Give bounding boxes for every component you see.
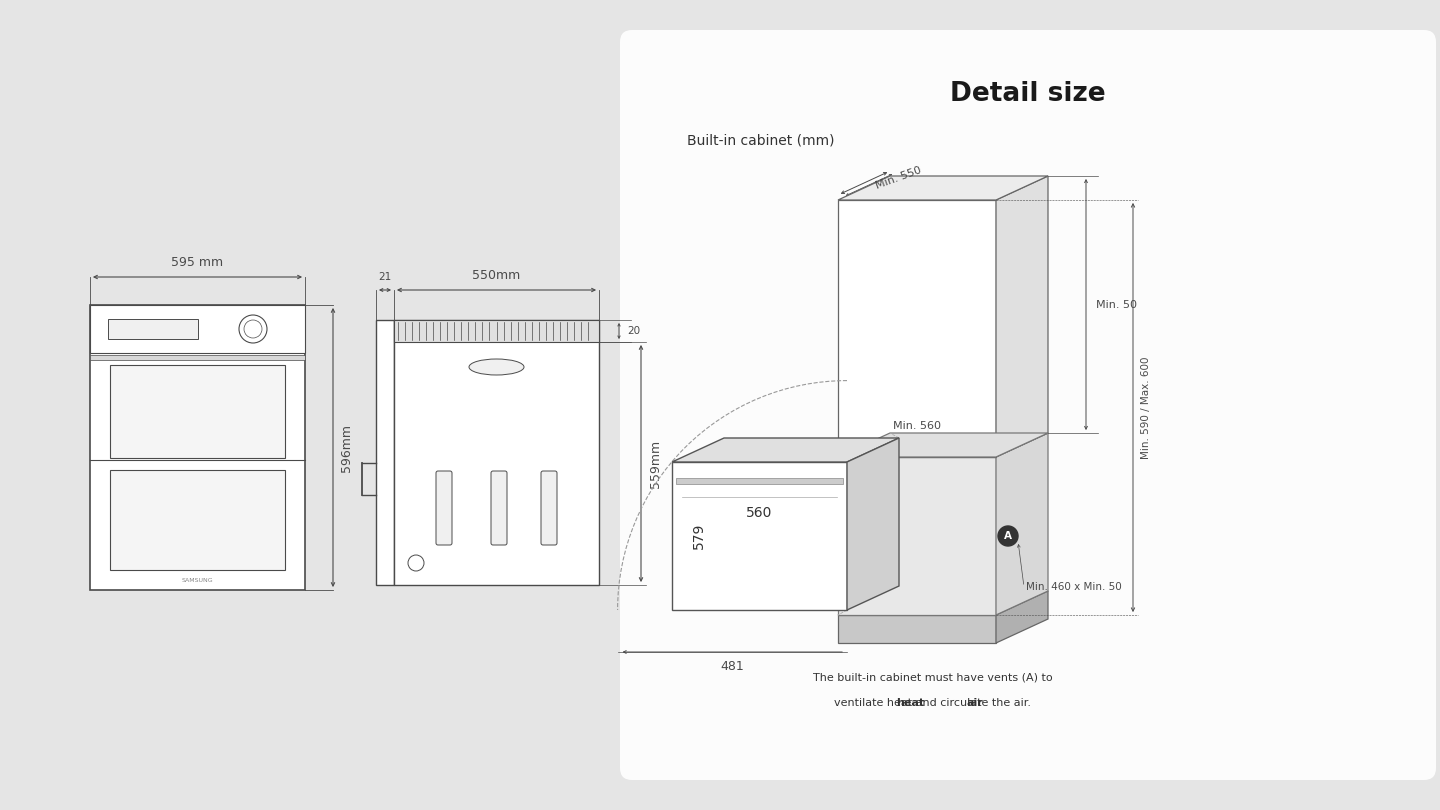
Bar bbox=[89, 305, 305, 590]
Text: ventilate heat and circulate the air.: ventilate heat and circulate the air. bbox=[834, 698, 1031, 708]
Text: Min. 460 x Min. 50: Min. 460 x Min. 50 bbox=[1025, 582, 1122, 592]
Text: 560: 560 bbox=[746, 506, 773, 520]
Text: SAMSUNG: SAMSUNG bbox=[181, 578, 213, 582]
Text: heat: heat bbox=[896, 698, 924, 708]
Polygon shape bbox=[838, 176, 1048, 200]
FancyBboxPatch shape bbox=[491, 471, 507, 545]
Text: 481: 481 bbox=[720, 660, 744, 673]
Polygon shape bbox=[996, 591, 1048, 643]
Bar bbox=[838, 615, 996, 643]
Bar bbox=[108, 319, 199, 339]
Bar bbox=[376, 320, 395, 585]
Bar bbox=[109, 470, 285, 570]
Text: Min. 50: Min. 50 bbox=[1096, 300, 1138, 309]
FancyBboxPatch shape bbox=[621, 30, 1436, 780]
Bar bbox=[672, 462, 847, 610]
Bar bbox=[838, 200, 996, 457]
Circle shape bbox=[239, 315, 266, 343]
Polygon shape bbox=[996, 433, 1048, 615]
Text: Min. 590 / Max. 600: Min. 590 / Max. 600 bbox=[1140, 356, 1151, 458]
Bar bbox=[395, 320, 599, 342]
Bar bbox=[675, 478, 842, 484]
Text: Min. 560: Min. 560 bbox=[893, 421, 940, 431]
Circle shape bbox=[998, 526, 1018, 546]
Text: Built-in cabinet (mm): Built-in cabinet (mm) bbox=[687, 133, 835, 147]
Polygon shape bbox=[838, 591, 1048, 615]
Text: Min. 550: Min. 550 bbox=[874, 165, 923, 191]
Ellipse shape bbox=[469, 359, 524, 375]
Polygon shape bbox=[847, 438, 899, 610]
Bar bbox=[109, 365, 285, 458]
Circle shape bbox=[243, 320, 262, 338]
Text: A: A bbox=[1004, 531, 1012, 541]
Circle shape bbox=[408, 555, 423, 571]
Text: 559mm: 559mm bbox=[649, 440, 662, 488]
Text: 596mm: 596mm bbox=[340, 424, 353, 471]
Bar bbox=[838, 457, 996, 615]
Text: The built-in cabinet must have vents (A) to: The built-in cabinet must have vents (A)… bbox=[814, 672, 1053, 682]
Text: 579: 579 bbox=[693, 522, 706, 549]
FancyBboxPatch shape bbox=[541, 471, 557, 545]
Text: 20: 20 bbox=[626, 326, 641, 336]
Text: 595 mm: 595 mm bbox=[171, 256, 223, 269]
Text: 550mm: 550mm bbox=[472, 269, 521, 282]
Bar bbox=[89, 305, 305, 353]
Text: Detail size: Detail size bbox=[950, 81, 1106, 107]
Polygon shape bbox=[672, 438, 899, 462]
Text: air: air bbox=[966, 698, 984, 708]
Bar bbox=[89, 355, 305, 360]
Polygon shape bbox=[838, 433, 1048, 457]
Text: 21: 21 bbox=[379, 272, 392, 282]
Polygon shape bbox=[996, 176, 1048, 457]
FancyBboxPatch shape bbox=[436, 471, 452, 545]
Bar bbox=[395, 320, 599, 585]
